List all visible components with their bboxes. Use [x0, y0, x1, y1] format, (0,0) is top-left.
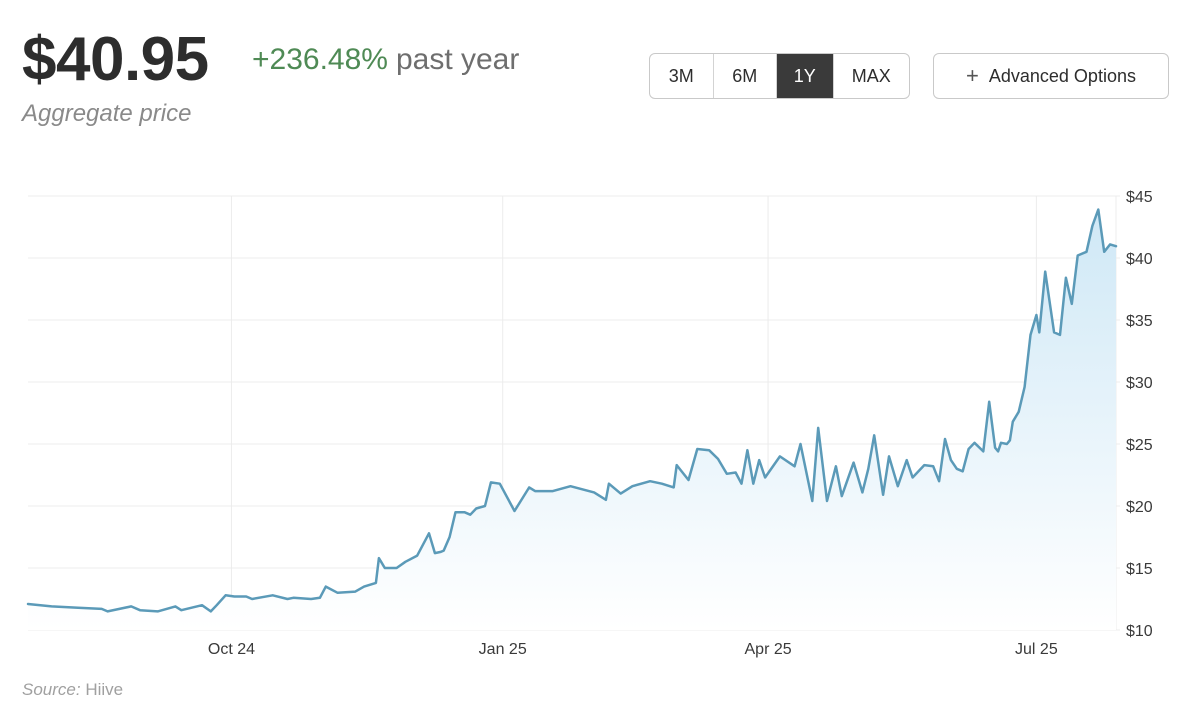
time-range-selector: 3M 6M 1Y MAX [649, 53, 910, 99]
x-tick-label: Jan 25 [479, 641, 527, 658]
range-6m-button[interactable]: 6M [714, 54, 778, 98]
y-tick-label: $10 [1126, 623, 1153, 640]
source-label: Source: [22, 680, 81, 699]
x-tick-label: Apr 25 [745, 641, 792, 658]
series-line [26, 208, 1118, 613]
y-tick-label: $35 [1126, 313, 1153, 330]
range-max-button[interactable]: MAX [851, 65, 891, 86]
advanced-options-label: Advanced Options [988, 65, 1136, 86]
x-tick-label: Jul 25 [1015, 641, 1058, 658]
y-tick-label: $25 [1126, 437, 1153, 454]
source-value: Hiive [85, 680, 124, 699]
price-subtitle: Aggregate price [22, 100, 192, 127]
y-tick-label: $20 [1126, 499, 1153, 516]
price-change: +236.48% past year [252, 40, 519, 80]
range-3m-button[interactable]: 3M [650, 54, 714, 98]
change-period: past year [395, 43, 520, 76]
y-tick-label: $15 [1126, 561, 1153, 578]
y-tick-label: $45 [1126, 189, 1153, 206]
y-axis: $10 $15 $20 $25 $30 $35 $40 $45 [1126, 189, 1153, 640]
price-chart: $10 $15 $20 $25 $30 $35 $40 $45 Oct 24 Jan 25 Apr… [26, 189, 1153, 658]
y-tick-label: $40 [1126, 251, 1153, 268]
advanced-options-button[interactable]: + Advanced Options [933, 53, 1169, 99]
plus-icon: + [966, 63, 979, 88]
y-tick-label: $30 [1126, 375, 1153, 392]
x-tick-label: Oct 24 [208, 641, 255, 658]
change-percent: +236.48% [252, 43, 388, 76]
x-axis: Oct 24 Jan 25 Apr 25 Jul 25 [208, 641, 1058, 658]
price-line [26, 208, 1118, 613]
area-fill [28, 209, 1116, 630]
source-note: Source: Hiive [22, 680, 123, 700]
current-price: $40.95 [22, 25, 209, 94]
range-1y-button[interactable]: 1Y [777, 54, 834, 98]
price-area [28, 209, 1116, 630]
